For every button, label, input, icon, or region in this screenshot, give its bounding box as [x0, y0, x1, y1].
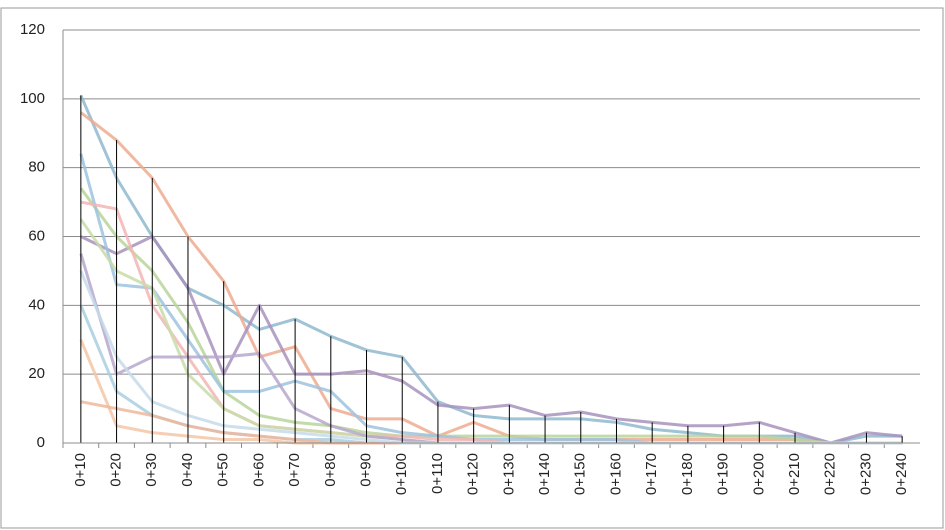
x-tick-label: 0+80	[322, 453, 339, 487]
x-tick-label: 0+220	[822, 453, 839, 495]
y-tick-label: 100	[20, 90, 45, 107]
series-line	[79, 111, 903, 445]
x-tick-label: 0+190	[715, 453, 732, 495]
x-tick-label: 0+150	[572, 453, 589, 495]
x-tick-label: 0+30	[143, 453, 160, 487]
y-tick-label: 0	[37, 434, 45, 451]
x-tick-label: 0+60	[250, 453, 267, 487]
x-tick-label: 0+230	[857, 453, 874, 495]
series-line	[79, 187, 903, 445]
x-tick-label: 0+180	[679, 453, 696, 495]
x-tick-label: 0+140	[536, 453, 553, 495]
y-tick-label: 40	[28, 296, 45, 313]
x-tick-label: 0+40	[179, 453, 196, 487]
x-tick-label: 0+100	[393, 453, 410, 495]
y-tick-label: 20	[28, 365, 45, 382]
x-tick-label: 0+170	[643, 453, 660, 495]
x-tick-label: 0+20	[108, 453, 125, 487]
y-tick-label: 80	[28, 159, 45, 176]
x-tick-label: 0+120	[465, 453, 482, 495]
x-tick-label: 0+210	[786, 453, 803, 495]
y-tick-label: 120	[20, 21, 45, 38]
x-tick-label: 0+130	[500, 453, 517, 495]
x-tick-label: 0+10	[72, 453, 89, 487]
x-tick-label: 0+160	[607, 453, 624, 495]
series-line	[80, 235, 903, 445]
x-tick-label: 0+240	[893, 453, 910, 495]
x-tick-label: 0+70	[286, 453, 303, 487]
x-tick-label: 0+50	[215, 453, 232, 487]
x-tick-label: 0+90	[357, 453, 374, 487]
x-tick-label: 0+110	[429, 453, 446, 494]
chart-border	[0, 7, 944, 529]
y-tick-label: 60	[28, 227, 45, 244]
x-tick-label: 0+200	[750, 453, 767, 495]
